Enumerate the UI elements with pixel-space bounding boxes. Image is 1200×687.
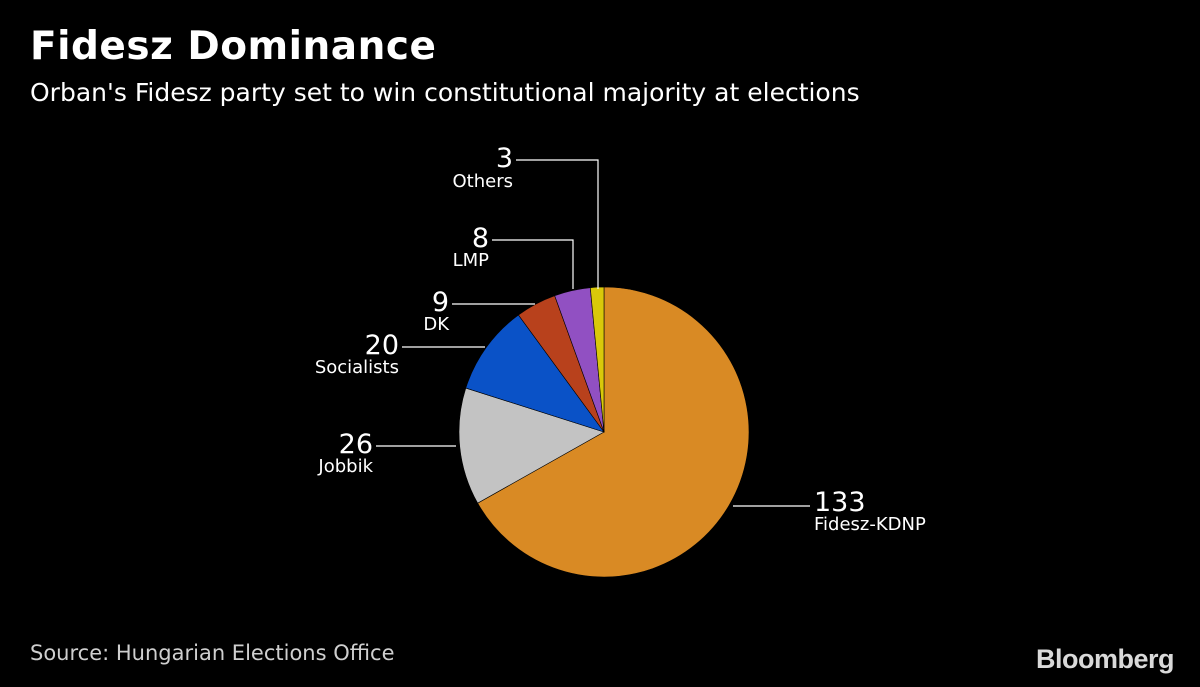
pie-slice-socialists — [465, 314, 605, 433]
slice-value-label: 26 — [339, 429, 373, 460]
pie-slices — [458, 286, 750, 578]
bloomberg-logo: Bloomberg — [1035, 644, 1175, 674]
slice-name-label: LMP — [453, 250, 490, 271]
slice-name-label: DK — [423, 314, 450, 335]
slice-value-label: 8 — [472, 223, 489, 254]
leader-line-lmp — [492, 239, 574, 289]
slice-value-label: 20 — [365, 330, 399, 361]
slice-value-label: 3 — [496, 143, 513, 174]
pie-slice-others — [589, 286, 605, 433]
source-note: Source: Hungarian Elections Office — [30, 641, 395, 665]
chart-title: Fidesz Dominance — [30, 24, 437, 69]
pie-slice-jobbik — [458, 387, 605, 504]
leader-line-others — [516, 159, 599, 289]
chart-subtitle: Orban's Fidesz party set to win constitu… — [30, 78, 860, 107]
slice-name-label: Jobbik — [317, 456, 373, 477]
slice-name-label: Fidesz-KDNP — [814, 514, 926, 535]
slice-value-label: 133 — [814, 487, 866, 518]
slice-name-label: Socialists — [315, 357, 399, 378]
leader-lines — [376, 159, 810, 507]
slice-name-label: Others — [453, 171, 514, 192]
slice-value-label: 9 — [432, 287, 449, 318]
pie-slice-fidesz-kdnp — [477, 286, 750, 578]
